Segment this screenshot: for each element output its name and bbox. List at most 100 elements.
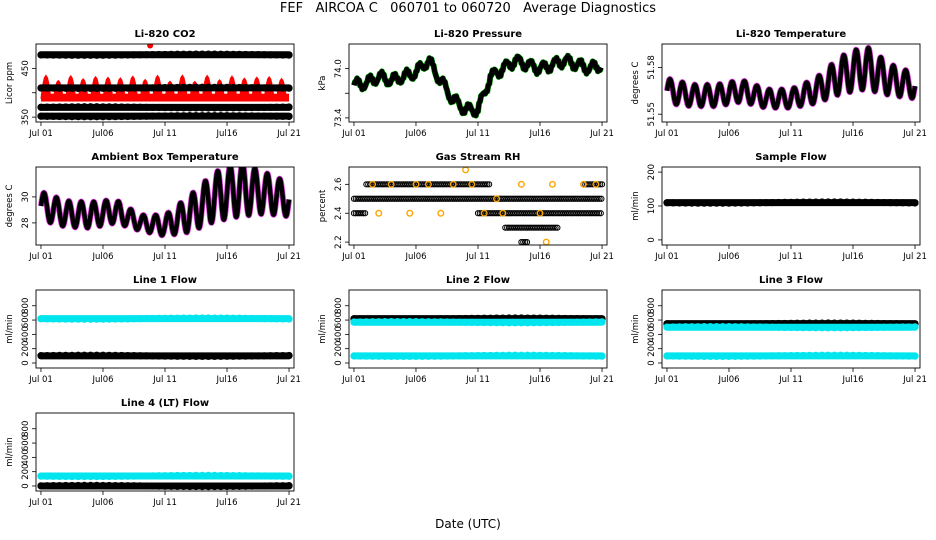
series-rh-2-3 [502,224,561,231]
series-outliers [369,167,600,245]
data-point [406,209,414,217]
chart-panel-3: Ambient Box Temperature degrees C 28 30 Jul … [5,152,301,262]
x-tick-label: Jul16 [215,252,237,262]
y-tick-label: 2.4 [334,206,344,220]
x-tick-label: Jul06 [404,252,426,262]
x-tick-label: Jul16 [215,498,237,508]
x-tick-label: Jul06 [404,375,426,385]
y-tick-label: 800 [21,298,31,314]
data-point [579,180,587,188]
x-tick-label: Jul 11 [465,375,490,385]
data-point [517,180,525,188]
x-tick-label: Jul 21 [589,129,614,139]
data-point [375,209,383,217]
data-point [480,209,488,217]
x-tick-label: Jul 01 [341,252,366,262]
y-axis-label: Licor ppm [5,62,15,104]
panel-data [351,52,604,119]
series-calibration-tank-low [37,103,293,112]
y-tick-label: 200 [334,341,344,357]
x-tick-label: Jul 11 [778,252,803,262]
chart-panel-0: Li-820 CO2 Licor ppm 350 450 Jul 01 Jul06 Jul … [5,29,301,139]
y-tick-label: 0 [21,360,31,365]
y-tick-label: 800 [647,298,657,314]
x-axis-label: Date (UTC) [435,517,501,531]
data-point [598,352,606,360]
data-point [548,180,556,188]
data-point [412,180,420,188]
y-tick-label: 800 [334,298,344,314]
x-tick-label: Jul 21 [902,129,927,139]
data-point [597,181,604,188]
x-tick-label: Jul 11 [152,375,177,385]
panel-title: Line 4 (LT) Flow [121,398,209,409]
x-tick-label: Jul16 [841,375,863,385]
data-point [449,180,457,188]
x-tick-label: Jul 01 [28,252,53,262]
x-tick-label: Jul 01 [341,129,366,139]
series-cell-temperature [664,44,918,111]
panel-title: Gas Stream RH [436,152,521,163]
x-tick-label: Jul 01 [28,375,53,385]
y-tick-label: 400 [21,326,31,342]
series-calibration-tank-zero [37,111,293,121]
data-point [462,167,470,174]
data-point [550,224,557,231]
x-tick-label: Jul 11 [152,252,177,262]
y-tick-label: 2.2 [334,235,344,249]
x-tick-label: Jul 21 [902,252,927,262]
data-point [424,180,432,188]
chart-panel-2: Li-820 Temperature degrees C 51.55 51.58 Jul… [631,29,927,139]
chart-panel-1: Li-820 Pressure kPa 73.4 74.0 Jul 01 Jul06 Jul… [318,29,614,139]
y-axis-label: ml/min [631,191,641,221]
x-tick-label: Jul 11 [152,129,177,139]
data-point [911,199,919,207]
data-point [598,318,606,326]
series-sample-flow [663,198,919,207]
panel-data [664,44,918,111]
data-point [358,210,365,217]
x-tick-label: Jul 01 [28,498,53,508]
y-axis-label: degrees C [631,62,641,105]
data-point [593,210,601,217]
y-tick-label: 0 [334,360,344,365]
data-point [285,351,293,360]
data-point [542,238,550,245]
data-point [911,352,919,360]
data-point [484,181,491,188]
data-point [482,181,489,188]
data-point [285,51,293,59]
y-axis-label: ml/min [318,314,328,344]
y-tick-label: 73.4 [334,108,344,127]
data-point [592,180,600,188]
x-tick-label: Jul16 [215,129,237,139]
data-point [437,209,445,217]
y-tick-label: 30 [21,191,31,202]
panel-frame [35,166,295,246]
panel-frame [35,289,295,369]
panel-title: Li-820 Pressure [434,29,522,40]
panel-title: Li-820 CO2 [134,29,195,40]
x-tick-label: Jul 11 [778,375,803,385]
data-point [595,210,603,217]
panel-frame [348,43,608,123]
y-tick-label: 0 [21,483,31,488]
series-line-2-idle [350,351,606,361]
y-axis-label: ml/min [631,314,641,344]
data-point [362,210,369,217]
y-axis-label: ml/min [5,314,15,344]
y-axis-label: kPa [318,76,328,91]
y-tick-label: 0 [647,360,657,365]
data-point [594,195,601,202]
figure-title: FEF AIRCOA C 060701 to 060720 Average Di… [279,1,657,16]
x-tick-label: Jul 11 [778,129,803,139]
y-tick-label: 600 [647,312,657,328]
x-tick-label: Jul06 [717,375,739,385]
data-point [552,224,559,231]
x-tick-label: Jul06 [91,498,113,508]
series-line-1-idle [37,351,293,361]
x-tick-label: Jul06 [91,252,113,262]
series-line-4-flow [37,471,293,481]
y-tick-label: 200 [647,341,657,357]
